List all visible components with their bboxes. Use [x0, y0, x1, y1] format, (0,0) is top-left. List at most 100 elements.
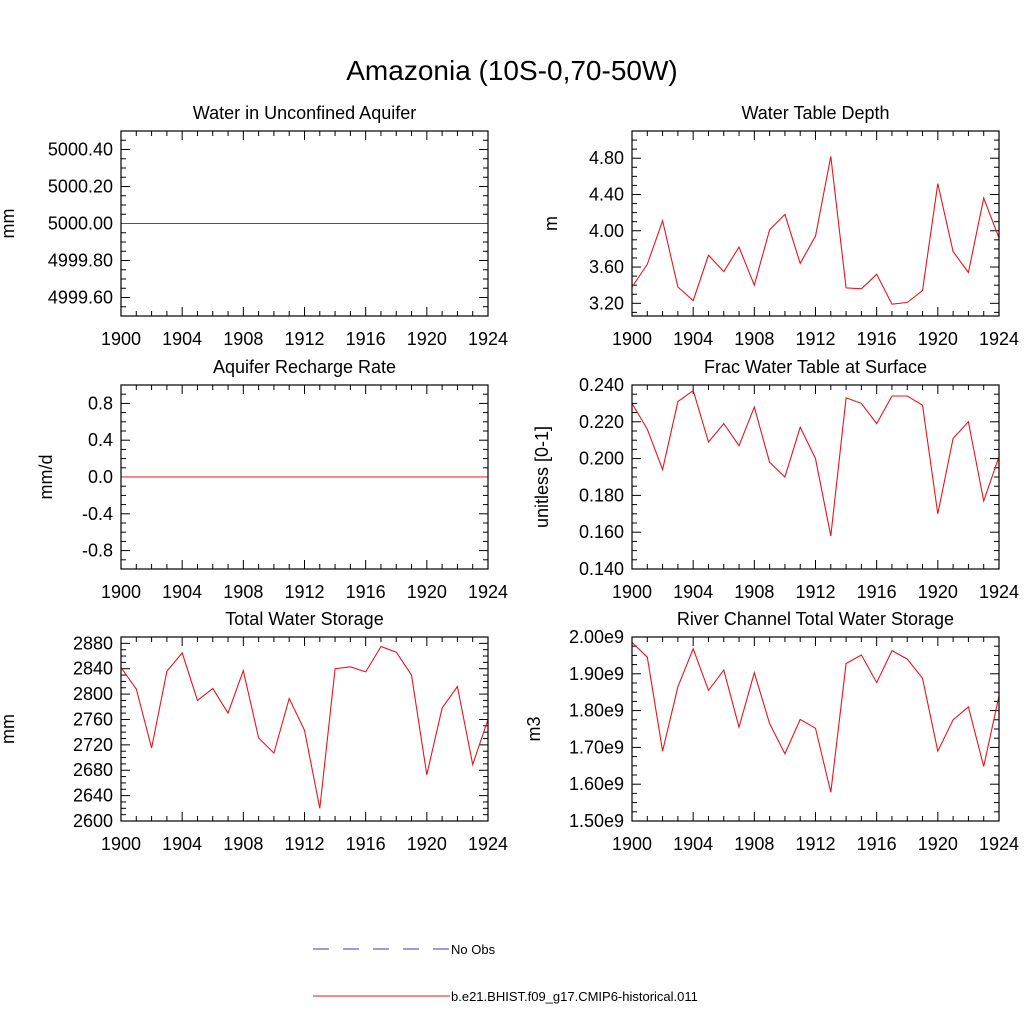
- x-tick-label: 1916: [346, 834, 386, 854]
- panel-title: Total Water Storage: [225, 609, 383, 629]
- x-tick-label: 1908: [223, 329, 263, 349]
- x-tick-label: 1900: [612, 834, 652, 854]
- y-tick-label: 2840: [73, 659, 113, 679]
- x-tick-label: 1900: [612, 582, 652, 602]
- y-tick-label: 0.220: [579, 412, 624, 432]
- y-tick-label: 5000.20: [48, 177, 113, 197]
- plot-frame: [120, 130, 489, 317]
- y-axis-label: unitless [0-1]: [532, 426, 552, 528]
- panel-1: Water in Unconfined Aquifer mm 1900 1904 190…: [0, 103, 508, 349]
- y-tick-label: 1.80e9: [569, 701, 624, 721]
- x-tick-label: 1908: [223, 582, 263, 602]
- y-tick-label: 5000.00: [48, 214, 113, 234]
- x-tick-label: 1904: [162, 834, 202, 854]
- panel-4: Frac Water Table at Surface unitless [0-1…: [532, 357, 1019, 602]
- x-tick-label: 1924: [979, 834, 1019, 854]
- x-tick-label: 1904: [673, 582, 713, 602]
- panel-title: Frac Water Table at Surface: [704, 357, 927, 377]
- y-tick-label: 1.70e9: [569, 737, 624, 757]
- x-tick-label: 1916: [346, 582, 386, 602]
- series-line: [120, 645, 489, 809]
- y-tick-label: 2880: [73, 633, 113, 653]
- x-tick-label: 1916: [857, 582, 897, 602]
- x-tick-label: 1920: [918, 329, 958, 349]
- y-tick-label: 0.4: [88, 430, 113, 450]
- series-line: [631, 389, 1000, 537]
- y-tick-label: 5000.40: [48, 140, 113, 160]
- y-tick-label: 2800: [73, 684, 113, 704]
- x-tick-label: 1924: [979, 329, 1019, 349]
- x-tick-label: 1904: [162, 329, 202, 349]
- x-tick-label: 1924: [468, 834, 508, 854]
- y-axis-label: mm/d: [36, 455, 56, 500]
- y-tick-label: 4.80: [589, 148, 624, 168]
- x-tick-label: 1920: [407, 834, 447, 854]
- legend-label: b.e21.BHIST.f09_g17.CMIP6-historical.011: [451, 989, 698, 1004]
- panel-5: Total Water Storage mm 1900 1904 1908 1912 191…: [0, 609, 508, 854]
- panel-title: Aquifer Recharge Rate: [213, 357, 396, 377]
- figure-title: Amazonia (10S-0,70-50W): [346, 55, 678, 86]
- series-line: [631, 642, 1000, 793]
- x-tick-label: 1924: [979, 582, 1019, 602]
- x-tick-label: 1908: [223, 834, 263, 854]
- x-tick-label: 1904: [162, 582, 202, 602]
- y-tick-label: 0.180: [579, 485, 624, 505]
- plot-frame: [631, 384, 1000, 570]
- y-tick-label: 0.240: [579, 375, 624, 395]
- x-tick-label: 1912: [795, 834, 835, 854]
- y-axis-label: mm: [0, 714, 18, 744]
- x-tick-label: 1920: [407, 329, 447, 349]
- x-tick-label: 1916: [346, 329, 386, 349]
- y-tick-label: 0.0: [88, 467, 113, 487]
- x-tick-label: 1908: [734, 329, 774, 349]
- y-tick-label: 0.8: [88, 393, 113, 413]
- x-tick-label: 1900: [101, 329, 141, 349]
- y-tick-label: 2640: [73, 786, 113, 806]
- legend: No Obs b.e21.BHIST.f09_g17.CMIP6-historic…: [313, 942, 698, 1004]
- y-tick-label: 0.140: [579, 559, 624, 579]
- y-tick-label: 0.160: [579, 522, 624, 542]
- x-tick-label: 1900: [101, 582, 141, 602]
- x-tick-label: 1912: [795, 329, 835, 349]
- x-tick-label: 1924: [468, 329, 508, 349]
- y-tick-label: 0.200: [579, 449, 624, 469]
- y-tick-label: 2720: [73, 735, 113, 755]
- y-tick-label: 4.40: [589, 184, 624, 204]
- y-tick-label: 2760: [73, 709, 113, 729]
- y-tick-label: 3.60: [589, 257, 624, 277]
- y-tick-label: 4999.80: [48, 251, 113, 271]
- y-axis-label: m: [541, 216, 561, 231]
- x-tick-label: 1920: [918, 834, 958, 854]
- plot-frame: [631, 636, 1000, 822]
- panel-title: Water in Unconfined Aquifer: [193, 103, 416, 123]
- x-tick-label: 1904: [673, 834, 713, 854]
- x-tick-label: 1908: [734, 834, 774, 854]
- x-tick-label: 1912: [795, 582, 835, 602]
- x-tick-label: 1912: [284, 329, 324, 349]
- y-tick-label: 2600: [73, 811, 113, 831]
- x-tick-label: 1924: [468, 582, 508, 602]
- plot-frame: [631, 130, 1000, 317]
- y-tick-label: -0.4: [82, 504, 113, 524]
- x-tick-label: 1908: [734, 582, 774, 602]
- y-tick-label: 2680: [73, 760, 113, 780]
- plot-frame: [120, 636, 489, 822]
- panel-title: Water Table Depth: [741, 103, 889, 123]
- panel-title: River Channel Total Water Storage: [677, 609, 954, 629]
- x-tick-label: 1920: [407, 582, 447, 602]
- x-tick-label: 1912: [284, 582, 324, 602]
- panel-6: River Channel Total Water Storage m3 1900 1…: [524, 609, 1019, 854]
- y-tick-label: 4.00: [589, 221, 624, 241]
- y-tick-label: -0.8: [82, 541, 113, 561]
- x-tick-label: 1916: [857, 329, 897, 349]
- y-tick-label: 3.20: [589, 293, 624, 313]
- y-tick-label: 4999.60: [48, 288, 113, 308]
- panel-2: Water Table Depth m 1900 1904 1908 1912 1916 19…: [541, 103, 1019, 349]
- y-tick-label: 1.60e9: [569, 774, 624, 794]
- x-tick-label: 1900: [101, 834, 141, 854]
- y-axis-label: m3: [524, 716, 544, 741]
- series-line: [631, 156, 1000, 305]
- panel-3: Aquifer Recharge Rate mm/d 1900 1904 1908 191…: [36, 357, 508, 602]
- y-tick-label: 1.50e9: [569, 811, 624, 831]
- x-tick-label: 1900: [612, 329, 652, 349]
